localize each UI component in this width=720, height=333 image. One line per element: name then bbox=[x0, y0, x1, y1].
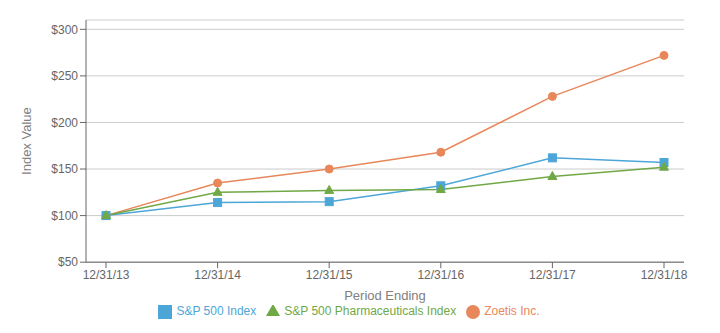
html-text:S&P 500 Index: S&P 500 Index bbox=[176, 304, 257, 319]
svg-text:$250: $250 bbox=[51, 69, 78, 83]
svg-text:Period Ending: Period Ending bbox=[344, 288, 426, 303]
svg-text:12/31/13: 12/31/13 bbox=[83, 268, 130, 282]
html-text:Zoetis Inc.: Zoetis Inc. bbox=[484, 304, 540, 319]
svg-text:12/31/17: 12/31/17 bbox=[529, 268, 576, 282]
svg-text:$300: $300 bbox=[51, 23, 78, 37]
svg-text:$50: $50 bbox=[58, 255, 78, 269]
svg-text:12/31/15: 12/31/15 bbox=[306, 268, 353, 282]
svg-text:$100: $100 bbox=[51, 209, 78, 223]
svg-text:$200: $200 bbox=[51, 116, 78, 130]
svg-text:12/31/14: 12/31/14 bbox=[194, 268, 241, 282]
svg-text:$150: $150 bbox=[51, 162, 78, 176]
svg-text:12/31/18: 12/31/18 bbox=[641, 268, 688, 282]
svg-text:12/31/16: 12/31/16 bbox=[417, 268, 464, 282]
svg-text:Index Value: Index Value bbox=[19, 107, 34, 175]
html-text:S&P 500 Pharmaceuticals Index: S&P 500 Pharmaceuticals Index bbox=[284, 304, 457, 319]
